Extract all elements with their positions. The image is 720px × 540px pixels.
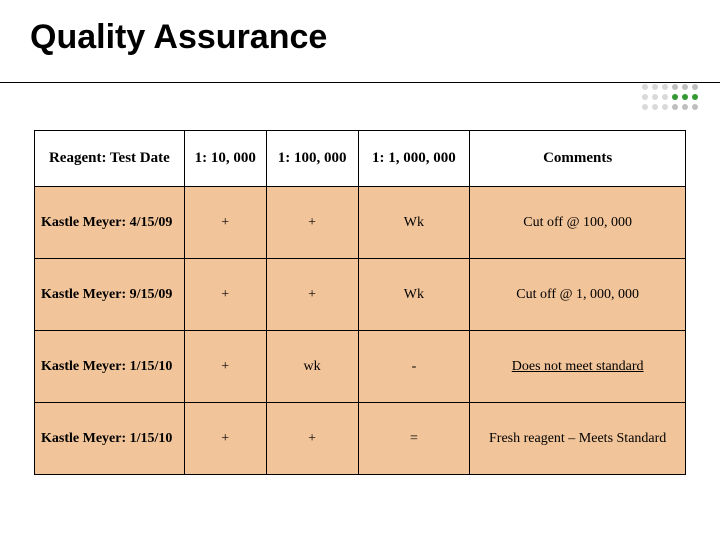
cell-value: + — [266, 403, 358, 475]
column-header: 1: 1, 000, 000 — [358, 131, 470, 187]
dots-row — [640, 82, 700, 92]
dot-icon — [642, 104, 648, 110]
table-row: Kastle Meyer: 1/15/10 + wk - Does not me… — [35, 331, 686, 403]
dot-icon — [642, 94, 648, 100]
cell-comment: Fresh reagent – Meets Standard — [470, 403, 686, 475]
page-title: Quality Assurance — [30, 18, 327, 57]
cell-value: - — [358, 331, 470, 403]
title-divider — [0, 82, 720, 83]
qa-table: Reagent: Test Date 1: 10, 000 1: 100, 00… — [34, 130, 686, 475]
cell-reagent: Kastle Meyer: 4/15/09 — [35, 187, 185, 259]
dot-icon — [692, 84, 698, 90]
table-row: Kastle Meyer: 4/15/09 + + Wk Cut off @ 1… — [35, 187, 686, 259]
dot-icon — [682, 94, 688, 100]
dot-icon — [652, 84, 658, 90]
cell-value: = — [358, 403, 470, 475]
dots-row — [640, 102, 700, 112]
dot-icon — [682, 104, 688, 110]
column-header: Comments — [470, 131, 686, 187]
cell-value: Wk — [358, 187, 470, 259]
dot-icon — [672, 94, 678, 100]
cell-value: wk — [266, 331, 358, 403]
cell-value: + — [266, 187, 358, 259]
dot-icon — [692, 94, 698, 100]
table-row: Kastle Meyer: 9/15/09 + + Wk Cut off @ 1… — [35, 259, 686, 331]
cell-value: + — [184, 403, 266, 475]
dots-row — [640, 92, 700, 102]
cell-value: + — [184, 331, 266, 403]
column-header: 1: 10, 000 — [184, 131, 266, 187]
dot-icon — [672, 84, 678, 90]
column-header: Reagent: Test Date — [35, 131, 185, 187]
cell-reagent: Kastle Meyer: 1/15/10 — [35, 331, 185, 403]
cell-value: + — [266, 259, 358, 331]
dot-icon — [672, 104, 678, 110]
cell-comment: Cut off @ 1, 000, 000 — [470, 259, 686, 331]
cell-comment: Does not meet standard — [470, 331, 686, 403]
dot-icon — [642, 84, 648, 90]
table-row: Kastle Meyer: 1/15/10 + + = Fresh reagen… — [35, 403, 686, 475]
dot-icon — [652, 94, 658, 100]
table-header-row: Reagent: Test Date 1: 10, 000 1: 100, 00… — [35, 131, 686, 187]
column-header: 1: 100, 000 — [266, 131, 358, 187]
cell-reagent: Kastle Meyer: 1/15/10 — [35, 403, 185, 475]
cell-value: + — [184, 187, 266, 259]
dot-icon — [662, 104, 668, 110]
cell-value: Wk — [358, 259, 470, 331]
cell-comment: Cut off @ 100, 000 — [470, 187, 686, 259]
cell-value: + — [184, 259, 266, 331]
cell-reagent: Kastle Meyer: 9/15/09 — [35, 259, 185, 331]
dot-icon — [652, 104, 658, 110]
dot-icon — [662, 84, 668, 90]
accent-dots — [640, 82, 700, 112]
dot-icon — [682, 84, 688, 90]
dot-icon — [692, 104, 698, 110]
dot-icon — [662, 94, 668, 100]
